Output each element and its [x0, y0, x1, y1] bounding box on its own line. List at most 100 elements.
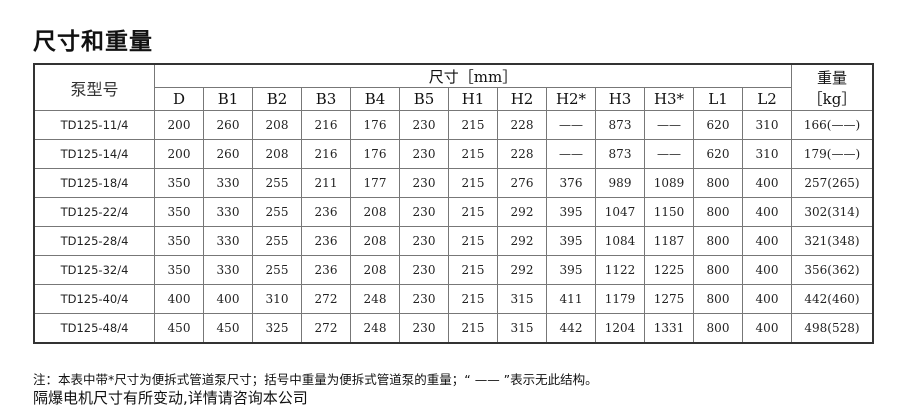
dimension-cell: —— [546, 110, 596, 140]
dimension-cell: 989 [595, 168, 645, 198]
dimension-cell: 248 [350, 313, 400, 344]
dimension-cell: 260 [203, 139, 253, 169]
dimension-cell: 800 [693, 313, 743, 344]
column-header: H3 [595, 87, 645, 111]
dimension-cell: 215 [448, 168, 498, 198]
dimension-cell: 330 [203, 168, 253, 198]
column-header: B2 [252, 87, 302, 111]
dimension-cell: 230 [399, 110, 449, 140]
dimension-cell: 442 [546, 313, 596, 344]
dimension-cell: 208 [350, 255, 400, 285]
dimension-cell: 400 [742, 226, 792, 256]
dimension-cell: 215 [448, 139, 498, 169]
weight-cell: 321(348) [791, 226, 874, 256]
dimension-cell: 400 [154, 284, 204, 314]
table-row: TD125-32/4 350 330 255 236 208 230 215 292 395 112… [33, 255, 874, 285]
dimension-cell: 228 [497, 139, 547, 169]
dimension-cell: 230 [399, 139, 449, 169]
column-header: L2 [742, 87, 792, 111]
dimension-cell: 350 [154, 197, 204, 227]
dimension-cell: 211 [301, 168, 351, 198]
weight-cell: 302(314) [791, 197, 874, 227]
dimension-cell: 1179 [595, 284, 645, 314]
dimension-cell: 310 [742, 139, 792, 169]
table-note: 注：本表中带*尺寸为便拆式管道泵尺寸；括号中重量为便拆式管道泵的重量；“ —— … [33, 372, 598, 387]
model-cell: TD125-32/4 [33, 255, 155, 285]
model-cell: TD125-40/4 [33, 284, 155, 314]
weight-cell: 498(528) [791, 313, 874, 344]
dimension-cell: 350 [154, 226, 204, 256]
dimension-cell: 215 [448, 313, 498, 344]
dimension-cell: 620 [693, 110, 743, 140]
dimension-cell: 292 [497, 197, 547, 227]
dimension-cell: 330 [203, 197, 253, 227]
dimension-cell: 215 [448, 110, 498, 140]
dimension-cell: 800 [693, 226, 743, 256]
weight-header-unit: ［kg］ [807, 89, 857, 108]
dimension-cell: —— [644, 110, 694, 140]
dimension-cell: 395 [546, 255, 596, 285]
dimension-cell: 216 [301, 110, 351, 140]
model-cell: TD125-48/4 [33, 313, 155, 344]
dimension-cell: 248 [350, 284, 400, 314]
dimension-cell: 800 [693, 168, 743, 198]
weight-cell: 166(——) [791, 110, 874, 140]
dimension-cell: 450 [154, 313, 204, 344]
dimension-cell: 255 [252, 197, 302, 227]
weight-cell: 257(265) [791, 168, 874, 198]
column-header: B1 [203, 87, 253, 111]
header-row-2: D B1 B2 B3 B4 B5 H1 H2 H2* H3 H3* L1 L2 [34, 87, 873, 111]
dimension-cell: 400 [742, 284, 792, 314]
dimension-cell: 260 [203, 110, 253, 140]
column-header: D [154, 87, 204, 111]
dimension-cell: 1275 [644, 284, 694, 314]
weight-header: 重量 ［kg］ [791, 63, 874, 111]
dimension-cell: 395 [546, 226, 596, 256]
column-header: L1 [693, 87, 743, 111]
table-row: TD125-48/4 450 450 325 272 248 230 215 315 442 120… [33, 313, 874, 344]
dimension-cell: 800 [693, 197, 743, 227]
dimension-cell: 292 [497, 255, 547, 285]
dimension-cell: 400 [742, 255, 792, 285]
dimension-cell: 330 [203, 255, 253, 285]
table-row: TD125-18/4 350 330 255 211 177 230 215 276 376 989… [33, 168, 874, 198]
dimension-cell: 292 [497, 226, 547, 256]
dimension-cell: 276 [497, 168, 547, 198]
dimension-cell: 216 [301, 139, 351, 169]
weight-cell: 356(362) [791, 255, 874, 285]
dimension-cell: 400 [742, 197, 792, 227]
dimension-cell: —— [644, 139, 694, 169]
model-cell: TD125-11/4 [33, 110, 155, 140]
weight-cell: 442(460) [791, 284, 874, 314]
dimension-cell: 376 [546, 168, 596, 198]
dimension-cell: 255 [252, 226, 302, 256]
weight-cell: 179(——) [791, 139, 874, 169]
dimension-cell: 230 [399, 255, 449, 285]
dimension-cell: 873 [595, 139, 645, 169]
dimension-cell: 236 [301, 226, 351, 256]
table-row: TD125-14/4 200 260 208 216 176 230 215 228 —— 873—… [33, 139, 874, 169]
dimension-cell: 315 [497, 284, 547, 314]
dimension-cell: 325 [252, 313, 302, 344]
dimension-cell: 1122 [595, 255, 645, 285]
dimension-cell: 620 [693, 139, 743, 169]
dimension-cell: 1089 [644, 168, 694, 198]
header-row-1: 泵型号 尺寸［mm］ 重量 ［kg］ [33, 63, 874, 111]
table-row: TD125-28/4 350 330 255 236 208 230 215 292 395 108… [33, 226, 874, 256]
dimension-cell: 1187 [644, 226, 694, 256]
dimension-cell: 272 [301, 284, 351, 314]
dimension-cell: 330 [203, 226, 253, 256]
dimension-cell: 230 [399, 313, 449, 344]
dimension-cell: 177 [350, 168, 400, 198]
dimension-cell: 315 [497, 313, 547, 344]
dimension-cell: 230 [399, 168, 449, 198]
column-header: B4 [350, 87, 400, 111]
dimension-cell: 236 [301, 255, 351, 285]
dimension-cell: 215 [448, 226, 498, 256]
dimension-cell: 1047 [595, 197, 645, 227]
dimension-cell: 400 [203, 284, 253, 314]
dimension-cell: 411 [546, 284, 596, 314]
dimension-cell: —— [546, 139, 596, 169]
dimension-cell: 215 [448, 255, 498, 285]
dimension-cell: 200 [154, 139, 204, 169]
